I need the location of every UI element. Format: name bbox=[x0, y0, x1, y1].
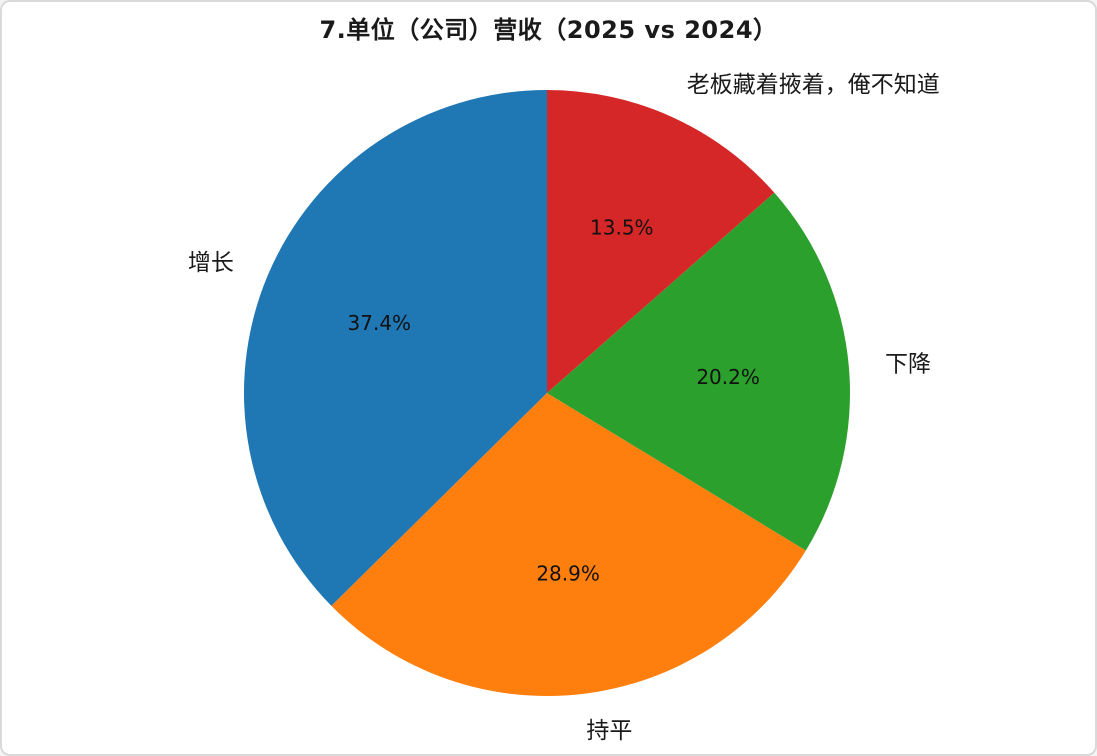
slice-category-label-2: 下降 bbox=[885, 351, 931, 377]
slice-pct-label-0: 37.4% bbox=[348, 311, 412, 335]
pie-slice-2 bbox=[547, 192, 851, 551]
slice-category-label-0: 增长 bbox=[188, 250, 234, 276]
slice-pct-label-3: 13.5% bbox=[590, 215, 654, 239]
pie-slice-3 bbox=[547, 89, 775, 393]
slice-category-label-3: 老板藏着掖着，俺不知道 bbox=[687, 72, 940, 98]
slice-pct-label-2: 20.2% bbox=[696, 365, 760, 389]
chart-title: 7.单位（公司）营收（2025 vs 2024） bbox=[319, 16, 778, 44]
slice-pct-label-1: 28.9% bbox=[536, 562, 600, 586]
slice-category-label-1: 持平 bbox=[586, 718, 632, 744]
pie-slice-0 bbox=[243, 90, 547, 606]
pie-slice-1 bbox=[331, 393, 806, 697]
